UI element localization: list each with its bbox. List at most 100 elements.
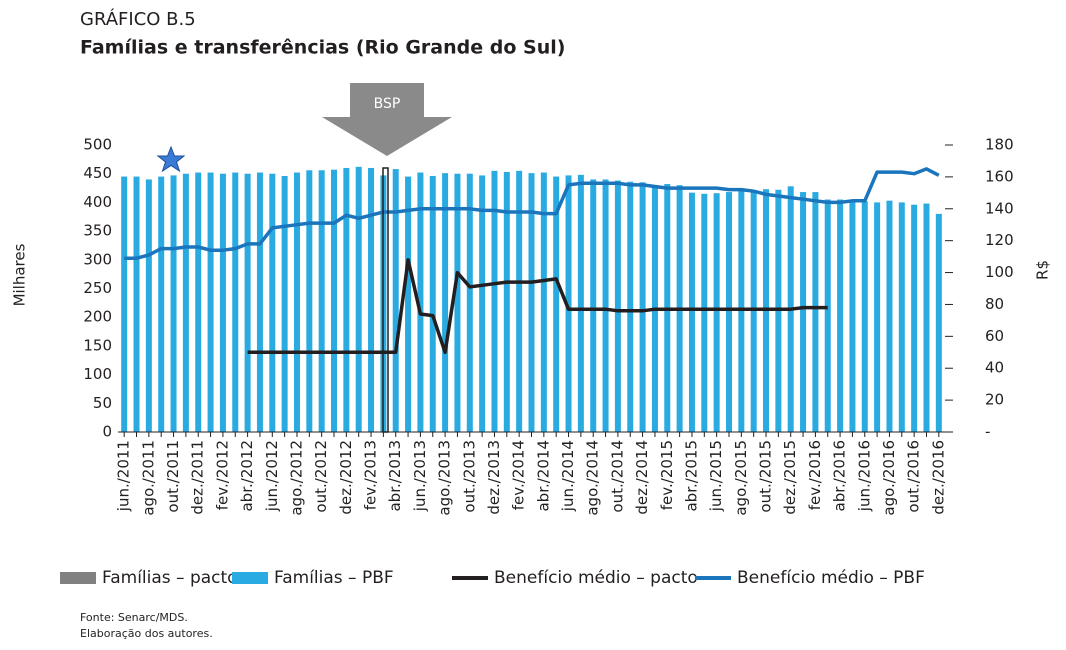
- legend-label: Famílias – pacto: [102, 568, 238, 588]
- bar: [281, 175, 288, 432]
- bar: [195, 172, 202, 432]
- bar: [627, 181, 634, 432]
- x-tick-label: fev./2015: [658, 440, 676, 510]
- bar: [417, 172, 424, 432]
- y-tick-label: 250: [83, 279, 112, 297]
- y-tick-label: 50: [93, 394, 112, 412]
- y2-tick-label: 20: [985, 391, 1004, 409]
- bar: [812, 192, 819, 432]
- bar: [256, 172, 263, 432]
- x-tick-label: dez./2016: [929, 440, 947, 515]
- x-tick-label: out./2011: [164, 440, 182, 513]
- x-tick-label: ago./2011: [139, 440, 157, 516]
- x-tick-label: dez./2012: [337, 440, 355, 515]
- bar: [182, 173, 189, 432]
- bar: [911, 204, 918, 432]
- bar: [874, 202, 881, 432]
- y-tick-label: 150: [83, 336, 112, 354]
- bar: [935, 213, 942, 432]
- bar: [368, 167, 375, 432]
- bar: [898, 202, 905, 432]
- bar: [725, 192, 732, 432]
- bar: [553, 176, 560, 432]
- y2-tick-label: 140: [985, 199, 1014, 217]
- x-tick-label: out./2012: [312, 440, 330, 513]
- bar: [528, 173, 535, 432]
- chart-title: GRÁFICO B.5: [80, 8, 196, 30]
- legend-swatch: [232, 572, 268, 584]
- y2-tick-label: 120: [985, 231, 1014, 249]
- annotation: BSP: [374, 96, 401, 112]
- plot: 0 50 100 150 200 250 300 350 400 450 500 - 20 40 60 80 1…: [60, 136, 1014, 588]
- x-tick-label: dez./2014: [633, 440, 651, 515]
- x-tick-label: abr./2012: [238, 440, 256, 512]
- x-tick-label: jun./2014: [559, 440, 577, 512]
- x-tick-label: ago./2016: [880, 440, 898, 516]
- bar: [701, 193, 708, 432]
- bar: [392, 169, 399, 432]
- bar: [405, 176, 412, 432]
- x-tick-label: abr./2013: [386, 440, 404, 512]
- bar: [602, 179, 609, 432]
- source: Fonte: Senarc/MDS.: [80, 611, 188, 624]
- x-tick-label: ago./2014: [584, 440, 602, 516]
- x-tick-label: out./2015: [757, 440, 775, 513]
- bar: [343, 167, 350, 432]
- x-tick-label: ago./2015: [732, 440, 750, 516]
- bar: [269, 173, 276, 432]
- x-tick-label: ago./2013: [436, 440, 454, 516]
- y-tick-label: 200: [83, 308, 112, 326]
- bar: [540, 172, 547, 432]
- x-tick-label: fev./2016: [806, 440, 824, 510]
- x-tick-label: abr./2016: [831, 440, 849, 512]
- x-tick-label: dez./2015: [781, 440, 799, 515]
- bar: [886, 200, 893, 432]
- y-axis-label: Milhares: [11, 243, 29, 306]
- y-tick-label: 350: [83, 222, 112, 240]
- bar: [800, 192, 807, 432]
- x-tick-label: abr./2015: [682, 440, 700, 512]
- bar: [442, 173, 449, 432]
- x-tick-label: jun./2012: [263, 440, 281, 512]
- y2-axis-label: R$: [1034, 260, 1052, 280]
- bsp-marker: [382, 167, 389, 433]
- x-tick-label: abr./2014: [534, 440, 552, 512]
- bar: [713, 193, 720, 432]
- bsp-arrow: [322, 83, 452, 156]
- bar: [750, 192, 757, 432]
- bar: [306, 170, 313, 433]
- bar: [219, 173, 226, 432]
- bar: [923, 203, 930, 432]
- bar: [355, 166, 362, 432]
- y2-tick-label: 160: [985, 167, 1014, 185]
- bar: [145, 179, 152, 432]
- bar: [577, 174, 584, 432]
- y-tick-label: 400: [83, 193, 112, 211]
- bar: [503, 171, 510, 432]
- y2-tick-label: 60: [985, 327, 1004, 345]
- x-tick-label: jun./2015: [707, 440, 725, 512]
- x-tick-label: out./2014: [608, 440, 626, 513]
- chart-subtitle: Famílias e transferências (Rio Grande do…: [80, 37, 565, 59]
- bar: [158, 176, 165, 432]
- x-tick-label: jun./2013: [411, 440, 429, 512]
- legend-swatch: [60, 572, 96, 584]
- x-tick-label: ago./2012: [287, 440, 305, 516]
- bar: [824, 199, 831, 432]
- bar: [121, 176, 128, 432]
- y2-tick-label: 80: [985, 295, 1004, 313]
- bar: [614, 180, 621, 432]
- x-tick-label: fev./2013: [362, 440, 380, 510]
- bar: [207, 172, 214, 432]
- bar: [565, 175, 572, 432]
- bar: [688, 192, 695, 432]
- line: [247, 258, 828, 355]
- y2-tick-label: -: [985, 423, 990, 441]
- bar: [133, 176, 140, 432]
- x-tick-label: jun./2016: [855, 440, 873, 512]
- bar: [331, 169, 338, 432]
- line: [124, 167, 940, 260]
- bar: [466, 173, 473, 432]
- x-tick-label: dez./2011: [189, 440, 207, 515]
